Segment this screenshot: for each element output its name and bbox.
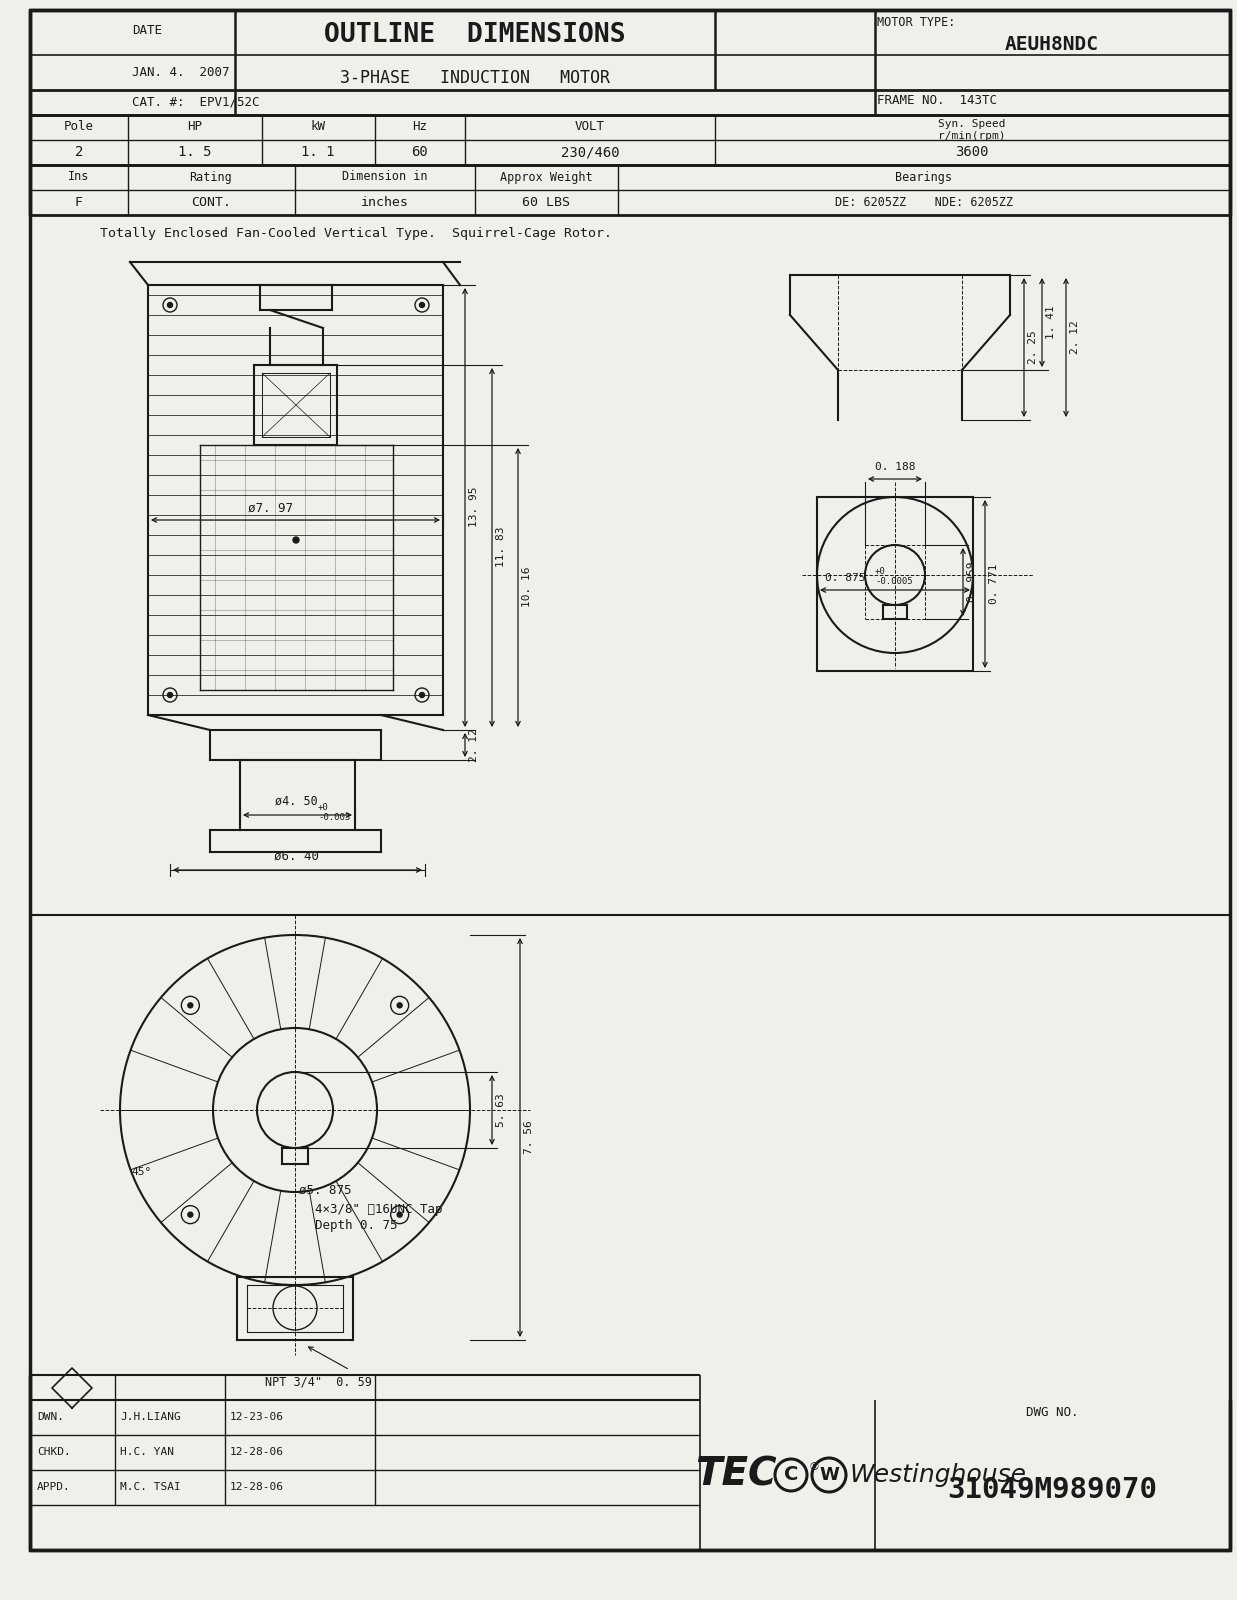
Text: 12-28-06: 12-28-06	[230, 1446, 285, 1458]
Text: 3600: 3600	[955, 146, 988, 158]
Text: TEC: TEC	[695, 1456, 777, 1494]
Text: MOTOR TYPE:: MOTOR TYPE:	[877, 16, 955, 29]
Text: 1. 41: 1. 41	[1047, 306, 1056, 339]
Text: Ins: Ins	[68, 171, 90, 184]
Text: W: W	[819, 1466, 839, 1485]
Text: +0: +0	[318, 803, 329, 811]
Text: 11. 83: 11. 83	[496, 526, 506, 568]
Text: 0. 771: 0. 771	[990, 563, 999, 605]
Text: FRAME NO.  143TC: FRAME NO. 143TC	[877, 93, 997, 107]
Text: OUTLINE  DIMENSIONS: OUTLINE DIMENSIONS	[324, 22, 626, 48]
Text: CAT. #:  EPV1/52C: CAT. #: EPV1/52C	[132, 96, 260, 109]
Text: 60 LBS: 60 LBS	[522, 195, 570, 208]
Text: 60: 60	[412, 146, 428, 158]
Text: JAN. 4.  2007: JAN. 4. 2007	[132, 66, 230, 78]
Text: 2: 2	[74, 146, 83, 158]
Text: 0. 875: 0. 875	[825, 573, 865, 582]
Text: 1. 5: 1. 5	[178, 146, 212, 158]
Text: ø7. 97: ø7. 97	[247, 501, 292, 515]
Text: inches: inches	[361, 195, 409, 208]
Text: -0.003: -0.003	[318, 813, 350, 821]
Text: 12-23-06: 12-23-06	[230, 1411, 285, 1422]
Text: -0.0005: -0.0005	[875, 578, 913, 587]
Text: 230/460: 230/460	[560, 146, 620, 158]
Text: 2. 12: 2. 12	[469, 728, 479, 762]
Text: 2. 12: 2. 12	[1070, 320, 1080, 354]
Text: DWG NO.: DWG NO.	[1025, 1406, 1079, 1419]
Text: Dimension in: Dimension in	[343, 171, 428, 184]
Text: 1. 1: 1. 1	[302, 146, 335, 158]
Text: ø5. 875: ø5. 875	[299, 1184, 351, 1197]
Text: kW: kW	[310, 120, 325, 133]
Text: J.H.LIANG: J.H.LIANG	[120, 1411, 181, 1422]
Text: C: C	[784, 1466, 798, 1485]
Text: Bearings: Bearings	[896, 171, 952, 184]
Text: CHKD.: CHKD.	[37, 1446, 71, 1458]
Text: CONT.: CONT.	[190, 195, 231, 208]
Circle shape	[397, 1003, 402, 1008]
Text: Pole: Pole	[64, 120, 94, 133]
Text: M.C. TSAI: M.C. TSAI	[120, 1482, 181, 1491]
Text: r/min(rpm): r/min(rpm)	[938, 131, 1006, 141]
Text: +0: +0	[875, 568, 886, 576]
Circle shape	[419, 693, 424, 698]
Text: DE: 6205ZZ    NDE: 6205ZZ: DE: 6205ZZ NDE: 6205ZZ	[835, 195, 1013, 208]
Text: DWN.: DWN.	[37, 1411, 64, 1422]
Text: F: F	[75, 195, 83, 208]
Circle shape	[188, 1003, 193, 1008]
Circle shape	[188, 1213, 193, 1218]
Text: VOLT: VOLT	[575, 120, 605, 133]
Text: ®: ®	[809, 1462, 820, 1472]
Text: APPD.: APPD.	[37, 1482, 71, 1491]
Circle shape	[293, 538, 299, 542]
Text: ø6. 40: ø6. 40	[273, 850, 318, 862]
Text: 12-28-06: 12-28-06	[230, 1482, 285, 1491]
Text: 5. 63: 5. 63	[496, 1093, 506, 1126]
Text: 45°: 45°	[132, 1166, 152, 1178]
Text: 0. 188: 0. 188	[875, 462, 915, 472]
Text: ø4. 50: ø4. 50	[275, 795, 318, 808]
Text: DATE: DATE	[132, 24, 162, 37]
Text: 7. 56: 7. 56	[524, 1120, 534, 1154]
Text: 2. 25: 2. 25	[1028, 330, 1038, 363]
Text: HP: HP	[188, 120, 203, 133]
Circle shape	[419, 302, 424, 307]
Text: 31049M989070: 31049M989070	[948, 1475, 1157, 1504]
Text: Westinghouse: Westinghouse	[850, 1462, 1027, 1486]
Text: Totally Enclosed Fan-Cooled Vertical Type.  Squirrel-Cage Rotor.: Totally Enclosed Fan-Cooled Vertical Typ…	[100, 227, 612, 240]
Text: Hz: Hz	[412, 120, 428, 133]
Text: 3-PHASE   INDUCTION   MOTOR: 3-PHASE INDUCTION MOTOR	[340, 69, 610, 86]
Text: 0. 959: 0. 959	[967, 562, 977, 602]
Text: H.C. YAN: H.C. YAN	[120, 1446, 174, 1458]
Text: NPT 3/4"  0. 59: NPT 3/4" 0. 59	[265, 1376, 372, 1389]
Text: 10. 16: 10. 16	[522, 566, 532, 608]
Text: Depth 0. 75: Depth 0. 75	[315, 1219, 397, 1232]
Circle shape	[167, 302, 172, 307]
Text: 4×3/8" Ⅲ16UNC Tap: 4×3/8" Ⅲ16UNC Tap	[315, 1203, 443, 1216]
Circle shape	[167, 693, 172, 698]
Text: Approx Weight: Approx Weight	[500, 171, 593, 184]
Circle shape	[397, 1213, 402, 1218]
Text: Rating: Rating	[189, 171, 233, 184]
Text: Syn. Speed: Syn. Speed	[938, 118, 1006, 130]
Text: 13. 95: 13. 95	[469, 486, 479, 528]
Text: AEUH8NDC: AEUH8NDC	[1004, 35, 1098, 54]
